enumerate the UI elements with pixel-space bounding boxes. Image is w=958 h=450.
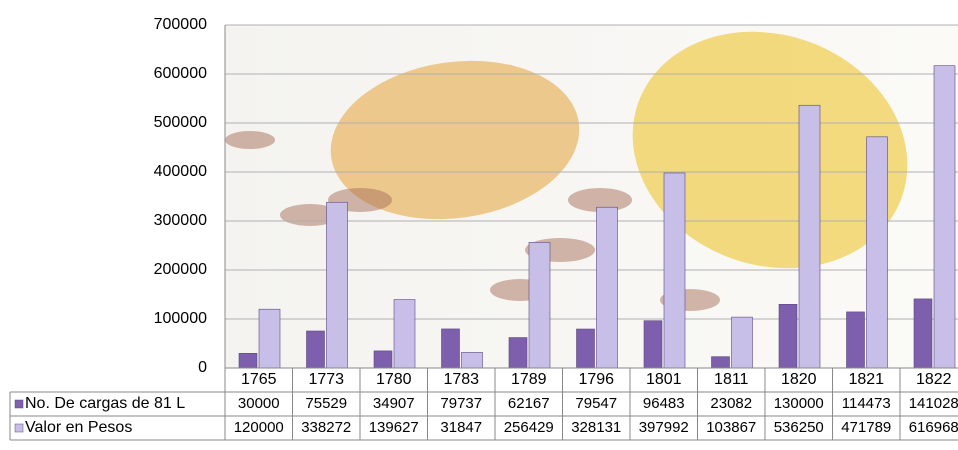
table-value: 79737 (440, 395, 482, 412)
y-tick-label: 700000 (154, 16, 207, 33)
x-tick-label: 1783 (443, 371, 479, 388)
table-value: 130000 (774, 395, 824, 412)
table-value: 114473 (842, 395, 891, 412)
bar (373, 350, 393, 369)
bar (643, 320, 663, 369)
x-tick-label: 1773 (308, 371, 344, 388)
bar (663, 172, 686, 369)
bar (326, 201, 348, 369)
bar (798, 104, 821, 369)
table-value: 256429 (504, 419, 554, 436)
bar (846, 311, 865, 369)
table-value: 96483 (643, 395, 685, 412)
bar (528, 242, 551, 369)
table-value: 536250 (774, 419, 824, 436)
table-value: 30000 (238, 395, 280, 412)
y-tick-label: 300000 (154, 212, 207, 229)
table-value: 79547 (575, 395, 617, 412)
table-value: 328131 (571, 419, 621, 436)
bar (508, 337, 528, 369)
legend-label: No. De cargas de 81 L (25, 395, 185, 412)
legend-swatch (14, 423, 24, 433)
table-value: 397992 (639, 419, 689, 436)
bar (778, 303, 798, 369)
bar (913, 298, 933, 369)
table-value: 23082 (710, 395, 752, 412)
x-tick-label: 1801 (646, 371, 682, 388)
table-value: 616968 (909, 419, 958, 436)
bar (933, 65, 956, 369)
y-tick-label: 100000 (154, 310, 207, 327)
bar (461, 352, 483, 369)
table-value: 120000 (234, 419, 284, 436)
bar (393, 299, 416, 369)
table-value: 34907 (373, 395, 415, 412)
table-value: 471789 (841, 419, 891, 436)
y-tick-label: 200000 (154, 261, 207, 278)
bar (711, 356, 730, 369)
table-value: 31847 (440, 419, 482, 436)
x-tick-label: 1820 (781, 371, 817, 388)
bar (238, 352, 258, 369)
bar (731, 316, 753, 369)
x-tick-label: 1789 (511, 371, 547, 388)
x-tick-label: 1765 (241, 371, 277, 388)
bar (441, 328, 460, 369)
table-value: 338272 (301, 419, 351, 436)
x-tick-label: 1796 (578, 371, 614, 388)
legend-swatch (14, 399, 24, 409)
table-value: 103867 (706, 419, 756, 436)
x-tick-label: 1822 (916, 371, 952, 388)
table-value: 139627 (369, 419, 419, 436)
x-tick-label: 1821 (848, 371, 884, 388)
x-tick-label: 1780 (376, 371, 412, 388)
x-tick-label: 1811 (714, 371, 749, 388)
bar (576, 328, 595, 369)
table-value: 141028 (909, 395, 958, 412)
bar (866, 136, 888, 369)
legend-label: Valor en Pesos (25, 419, 132, 436)
bar (306, 330, 325, 369)
y-tick-label: 500000 (154, 114, 207, 131)
bar (596, 206, 618, 369)
y-tick-label: 600000 (154, 65, 207, 82)
y-tick-label: 0 (198, 359, 207, 376)
table-value: 62167 (508, 395, 550, 412)
bar (258, 308, 281, 369)
y-tick-label: 400000 (154, 163, 207, 180)
table-value: 75529 (305, 395, 347, 412)
